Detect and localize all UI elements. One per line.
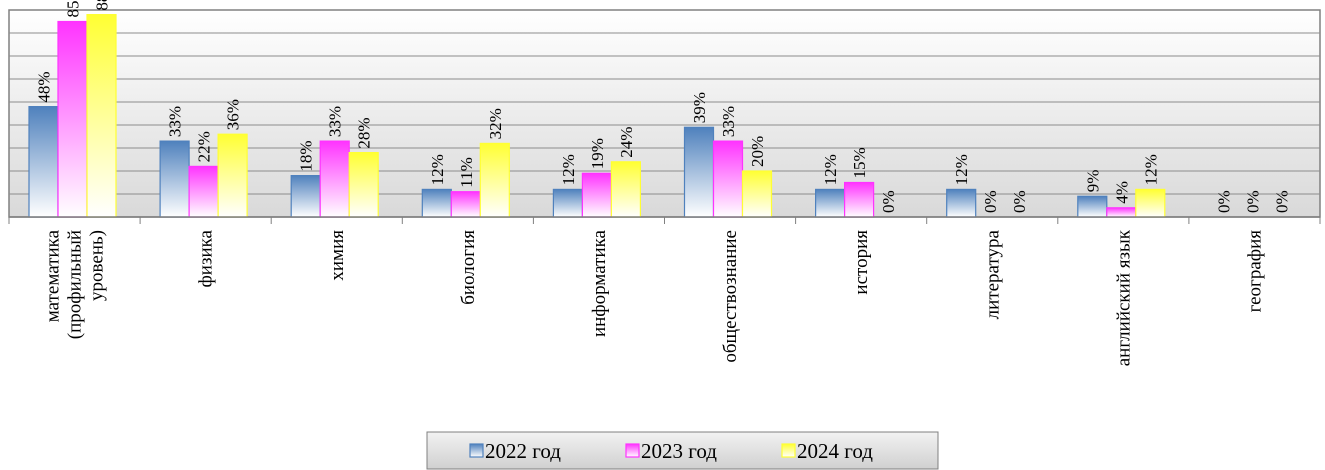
legend-label: 2023 год bbox=[641, 439, 717, 463]
data-label: 33% bbox=[166, 106, 185, 137]
data-label: 33% bbox=[326, 106, 345, 137]
category-label: физика bbox=[196, 229, 217, 287]
category-label: география bbox=[1244, 230, 1265, 313]
bar bbox=[581, 172, 613, 218]
legend-swatch bbox=[469, 443, 484, 458]
bar bbox=[1077, 195, 1108, 218]
data-label: 19% bbox=[588, 138, 607, 169]
category-label: химия bbox=[327, 230, 348, 281]
data-label: 12% bbox=[1141, 154, 1160, 185]
bar bbox=[610, 161, 642, 218]
data-label: 0% bbox=[1214, 190, 1233, 213]
category-label: литература bbox=[982, 229, 1003, 319]
legend-swatch bbox=[781, 443, 796, 458]
data-label: 32% bbox=[486, 108, 505, 139]
bar bbox=[159, 140, 190, 218]
data-label: 20% bbox=[748, 136, 767, 167]
bar bbox=[552, 188, 584, 218]
data-label: 12% bbox=[821, 154, 840, 185]
bar bbox=[450, 191, 481, 218]
category-label: обществознание bbox=[720, 230, 741, 363]
data-label: 0% bbox=[1010, 190, 1029, 213]
bar bbox=[290, 175, 321, 218]
bars bbox=[28, 13, 1166, 218]
bar bbox=[712, 140, 744, 218]
data-label: 48% bbox=[35, 71, 54, 102]
bar bbox=[741, 170, 773, 218]
bar bbox=[348, 152, 379, 218]
data-label: 85% bbox=[64, 0, 83, 18]
data-label: 24% bbox=[617, 127, 636, 158]
data-label: 12% bbox=[428, 154, 447, 185]
legend-box bbox=[426, 431, 939, 470]
data-label: 0% bbox=[981, 190, 1000, 213]
bar bbox=[217, 133, 248, 218]
data-label: 12% bbox=[952, 154, 971, 185]
data-label: 9% bbox=[1083, 170, 1102, 193]
bar bbox=[1135, 188, 1166, 218]
bar bbox=[843, 181, 875, 218]
legend: 2022 год 2023 год 2024 год bbox=[426, 431, 939, 470]
category-label: английский язык bbox=[1113, 229, 1134, 366]
data-label: 0% bbox=[879, 190, 898, 213]
data-label: 11% bbox=[457, 157, 476, 188]
category-labels: математика (профильный уровень) физика химия… bbox=[43, 229, 1266, 366]
category-label: история bbox=[851, 230, 872, 295]
x-axis bbox=[8, 216, 1321, 224]
category-label: математика bbox=[43, 229, 64, 322]
bar bbox=[814, 188, 846, 218]
data-label: 36% bbox=[224, 99, 243, 130]
category-label: информатика bbox=[589, 229, 610, 337]
data-label: 88% bbox=[93, 0, 112, 11]
bar bbox=[683, 126, 715, 218]
legend-label: 2022 год bbox=[485, 439, 561, 463]
bar bbox=[57, 20, 88, 218]
data-label: 0% bbox=[1272, 190, 1291, 213]
bar bbox=[319, 140, 350, 218]
bar bbox=[28, 105, 59, 218]
bar bbox=[421, 188, 452, 218]
data-label: 0% bbox=[1243, 190, 1262, 213]
data-label: 33% bbox=[719, 106, 738, 137]
bar bbox=[188, 165, 219, 218]
legend-label: 2024 год bbox=[797, 439, 873, 463]
legend-swatch bbox=[625, 443, 640, 458]
data-label: 15% bbox=[850, 147, 869, 178]
bar bbox=[86, 13, 117, 218]
category-label: биология bbox=[458, 230, 479, 305]
bar bbox=[479, 142, 510, 218]
category-label: (профильный bbox=[65, 230, 86, 339]
category-label: уровень) bbox=[87, 230, 108, 301]
data-label: 28% bbox=[355, 117, 374, 148]
data-label: 18% bbox=[297, 140, 316, 171]
data-label: 4% bbox=[1112, 181, 1131, 204]
bar bbox=[1106, 207, 1137, 218]
bar bbox=[946, 188, 977, 218]
data-label: 22% bbox=[195, 131, 214, 162]
data-label: 12% bbox=[559, 154, 578, 185]
value-labels: 48% 85% 88% 33% 22% 36% 18% 33% 28% 12% 11% 32% 12% 1… bbox=[35, 0, 1292, 213]
data-label: 39% bbox=[690, 92, 709, 123]
